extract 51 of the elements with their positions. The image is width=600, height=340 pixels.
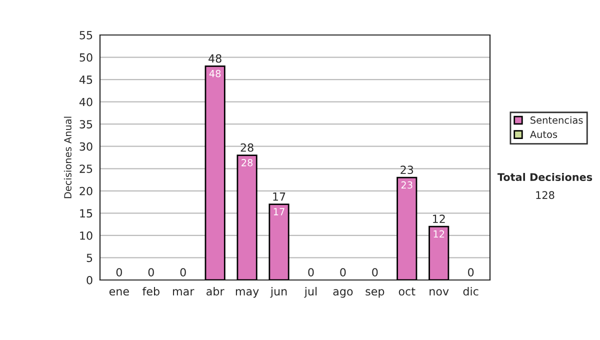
total-label: 12 — [433, 214, 445, 223]
y-tick-label: 35 — [80, 120, 92, 128]
bar — [396, 176, 418, 280]
legend-label: Autos — [530, 130, 558, 138]
bar — [268, 204, 290, 280]
y-tick-label: 55 — [80, 31, 92, 40]
text: Total Decisiones — [497, 172, 592, 182]
data-label: 23 — [401, 181, 412, 189]
x-tick-label: ago — [333, 289, 353, 298]
legend-label: Sentencias — [530, 116, 583, 124]
x-tick-label: feb — [142, 286, 160, 296]
total-label: 0 — [116, 268, 122, 277]
text: 128 — [536, 191, 554, 200]
total-label: 0 — [308, 268, 314, 277]
x-tick-label: jun — [270, 286, 287, 298]
total-label: 48 — [208, 54, 222, 63]
data-label: 48 — [209, 70, 221, 78]
total-label: 28 — [240, 143, 254, 152]
data-label: 17 — [274, 208, 284, 216]
y-tick-label: 40 — [79, 98, 92, 106]
y-tick-label: 50 — [80, 53, 92, 62]
bar — [428, 226, 450, 280]
x-tick-label: jul — [304, 286, 317, 298]
y-tick-label: 5 — [86, 254, 92, 262]
y-tick-label: 10 — [80, 231, 92, 240]
x-tick-label: may — [236, 289, 259, 298]
total-label: 0 — [468, 268, 474, 277]
x-tick-label: mar — [173, 289, 194, 296]
total-label: 0 — [148, 268, 154, 277]
total-label: 0 — [340, 268, 346, 277]
data-label: 28 — [242, 159, 253, 166]
x-tick-label: oct — [398, 288, 416, 296]
x-tick-label: ene — [109, 289, 129, 296]
total-label: 0 — [180, 268, 186, 277]
bar — [236, 154, 258, 280]
x-tick-label: dic — [463, 286, 478, 296]
y-tick-label: 20 — [80, 186, 92, 196]
bar — [204, 65, 226, 280]
y-tick-label: 30 — [80, 142, 92, 151]
x-tick-label: nov — [430, 289, 449, 296]
data-label: 12 — [434, 230, 444, 238]
y-tick-label: 25 — [80, 164, 92, 174]
y-tick-label: 45 — [79, 76, 92, 84]
x-tick-label: abr — [206, 286, 224, 296]
total-label: 23 — [400, 166, 414, 174]
total-label: 0 — [372, 268, 378, 277]
x-tick-label: sep — [366, 289, 384, 298]
y-axis-title: Decisiones Anual — [64, 116, 72, 198]
y-tick-label: 15 — [80, 209, 92, 218]
y-tick-label: 0 — [86, 276, 92, 284]
total-label: 17 — [273, 192, 286, 201]
